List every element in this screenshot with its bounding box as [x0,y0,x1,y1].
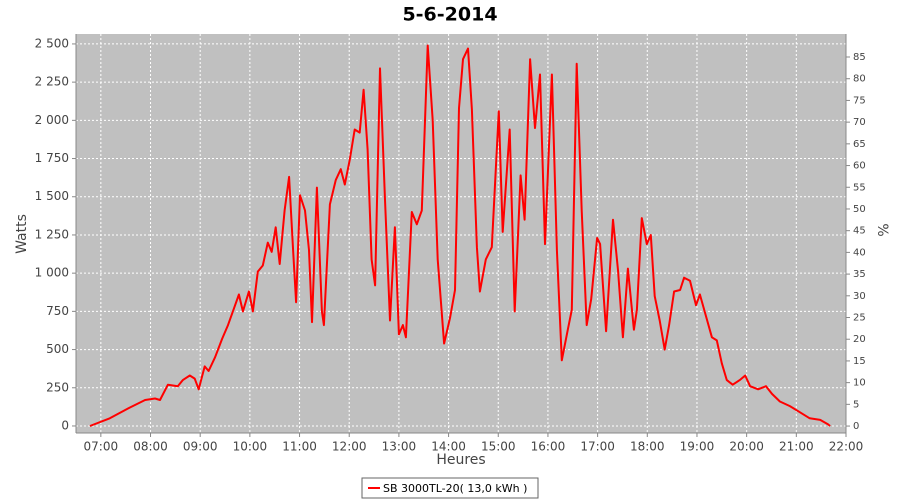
x-tick-label: 17:00 [580,440,615,454]
y2-tick-label: 15 [853,356,866,367]
x-tick-label: 15:00 [481,440,516,454]
y-axis-label: Watts [14,214,30,254]
x-tick-label: 12:00 [332,440,367,454]
y-tick-label: 750 [46,304,69,318]
y2-tick-label: 30 [853,291,866,302]
x-tick-label: 10:00 [233,440,268,454]
y2-axis-label: % [874,223,890,236]
y2-tick-label: 85 [853,52,866,63]
x-tick-label: 21:00 [779,440,814,454]
y2-tick-label: 80 [853,74,866,85]
x-tick-label: 07:00 [84,440,119,454]
y2-tick-label: 5 [853,399,859,410]
y2-tick-label: 20 [853,334,866,345]
y-tick-label: 1 000 [35,266,69,280]
x-tick-label: 14:00 [431,440,466,454]
y2-tick-label: 35 [853,269,866,280]
series-line [89,44,831,427]
x-tick-label: 22:00 [829,440,864,454]
y2-tick-label: 10 [853,378,866,389]
x-tick-label: 11:00 [282,440,317,454]
legend [361,477,539,499]
x-tick-label: 16:00 [531,440,566,454]
y2-tick-label: 45 [853,226,866,237]
y2-tick-label: 55 [853,182,866,193]
x-tick-label: 18:00 [630,440,665,454]
y2-tick-label: 65 [853,139,866,150]
y-tick-label: 1 750 [35,151,69,165]
x-tick-label: 08:00 [133,440,168,454]
y-tick-label: 0 [61,418,69,432]
y-tick-label: 2 500 [35,36,69,50]
y2-tick-label: 60 [853,161,866,172]
x-tick-label: 09:00 [183,440,218,454]
y2-tick-label: 50 [853,204,866,215]
x-tick-label: 20:00 [729,440,764,454]
y-tick-label: 250 [46,380,69,394]
y2-tick-label: 75 [853,95,866,106]
y2-tick-label: 70 [853,117,866,128]
x-tick-label: 19:00 [680,440,715,454]
legend-label: SB 3000TL-20( 13,0 kWh ) [383,482,527,495]
x-axis-label: Heures [436,452,485,468]
x-tick-label: 13:00 [382,440,417,454]
y2-tick-label: 40 [853,247,866,258]
chart-title: 5-6-2014 [402,4,497,26]
y2-tick-label: 0 [853,421,859,432]
y-tick-label: 2 000 [35,113,69,127]
y-tick-label: 2 250 [35,75,69,89]
y-tick-label: 1 250 [35,227,69,241]
y-tick-label: 1 500 [35,189,69,203]
y2-tick-label: 25 [853,313,866,324]
y-tick-label: 500 [46,342,69,356]
